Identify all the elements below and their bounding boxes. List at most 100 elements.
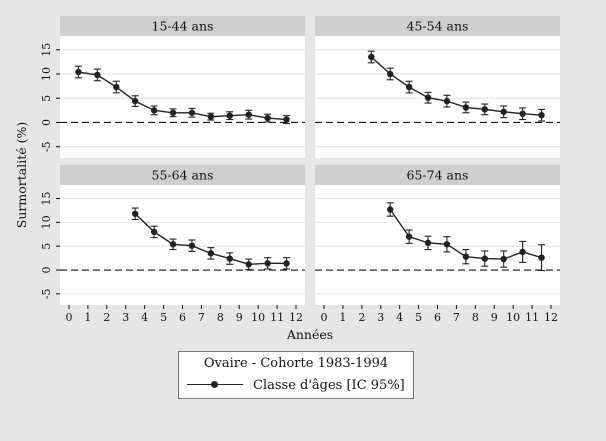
y-tick-label: 0 <box>40 267 53 274</box>
data-point <box>94 71 101 79</box>
panel-title: 55-64 ans <box>152 168 214 183</box>
x-tick-label: 12 <box>544 311 558 324</box>
panel-plot-area <box>60 36 305 158</box>
panel-header <box>60 16 305 36</box>
data-point <box>245 111 252 118</box>
x-tick-label: 9 <box>236 311 243 324</box>
legend-entry: Classe d'âges [IC 95%] <box>187 376 405 394</box>
data-point <box>283 116 290 123</box>
data-point <box>207 250 215 257</box>
x-tick-label: 5 <box>160 311 167 324</box>
data-point <box>424 94 432 101</box>
x-tick-label: 12 <box>289 311 303 324</box>
legend-title: Ovaire - Cohorte 1983-1994 <box>203 356 389 371</box>
y-tick-label: 10 <box>40 215 53 229</box>
legend-label: Classe d'âges [IC 95%] <box>253 377 405 393</box>
panel-title: 65-74 ans <box>407 168 469 183</box>
data-point <box>75 68 82 76</box>
data-point <box>226 255 233 262</box>
panel-header <box>60 165 305 185</box>
x-tick-label: 1 <box>84 311 91 324</box>
data-point <box>424 239 432 247</box>
x-tick-label: 6 <box>434 311 441 324</box>
data-point <box>188 109 196 116</box>
x-tick-label: 11 <box>525 311 539 324</box>
series-line <box>78 71 287 121</box>
x-tick-label: 1 <box>339 311 346 324</box>
panel-title: 15-44 ans <box>152 19 214 34</box>
x-tick-label: 2 <box>358 311 365 324</box>
x-tick-label: 4 <box>141 311 148 324</box>
data-point <box>405 83 413 91</box>
data-point <box>481 106 488 113</box>
x-tick-label: 6 <box>179 311 186 324</box>
data-point <box>207 113 215 120</box>
y-tick-label: 15 <box>40 192 53 206</box>
data-point <box>500 108 507 115</box>
x-tick-label: 2 <box>103 311 110 324</box>
panel-header <box>315 165 560 185</box>
y-tick-label: 5 <box>40 95 53 102</box>
data-point <box>387 70 394 78</box>
data-point <box>264 260 271 267</box>
data-point <box>245 261 252 268</box>
x-tick-label: 7 <box>453 311 460 324</box>
y-tick-label: 15 <box>40 43 53 57</box>
x-tick-label: 3 <box>377 311 384 324</box>
x-tick-label: 8 <box>217 311 224 324</box>
data-point <box>519 248 526 256</box>
data-point <box>283 260 290 267</box>
panel-2: 45-54 ans <box>315 16 560 158</box>
data-point <box>169 109 177 116</box>
y-tick-label: -5 <box>40 288 53 299</box>
data-point <box>481 255 488 262</box>
data-point <box>132 210 139 217</box>
panel-plot-area <box>315 185 560 305</box>
data-point <box>538 254 545 261</box>
data-point <box>368 53 375 61</box>
x-tick-label: 11 <box>270 311 284 324</box>
x-tick-label: 10 <box>251 311 265 324</box>
x-tick-label: 9 <box>491 311 498 324</box>
data-point <box>462 253 470 260</box>
y-tick-label: 0 <box>40 119 53 126</box>
data-point <box>169 241 177 248</box>
x-tick-label: 5 <box>415 311 422 324</box>
x-tick-label: 4 <box>396 311 403 324</box>
legend: Ovaire - Cohorte 1983-1994 Classe d'âges… <box>178 351 414 399</box>
data-point <box>443 97 451 105</box>
legend-line-marker-icon <box>187 379 243 391</box>
panel-title: 45-54 ans <box>407 19 469 34</box>
data-point <box>443 241 451 248</box>
x-tick-label: 10 <box>506 311 520 324</box>
y-tick-label: -5 <box>40 141 53 152</box>
data-point <box>405 233 413 240</box>
data-point <box>519 110 526 117</box>
data-point <box>150 228 158 236</box>
data-point <box>226 112 233 119</box>
data-point <box>264 114 271 122</box>
y-axis-title: Surmortalité (%) <box>14 122 29 228</box>
data-point <box>500 255 507 263</box>
y-tick-label: 5 <box>40 243 53 250</box>
data-point <box>538 111 545 119</box>
x-tick-label: 0 <box>321 311 328 324</box>
panel-header <box>315 16 560 36</box>
data-point <box>462 104 470 111</box>
data-point <box>387 206 394 213</box>
x-tick-label: 7 <box>198 311 205 324</box>
x-tick-label: 0 <box>66 311 73 324</box>
series-line <box>370 56 542 116</box>
panel-1: 15-44 ans -5 0 5 10 15 <box>40 16 305 158</box>
data-point <box>150 107 158 114</box>
x-tick-label: 8 <box>472 311 479 324</box>
panel-plot-area <box>315 36 560 158</box>
data-point <box>132 97 139 105</box>
x-axis-title: Années <box>286 327 333 342</box>
data-point <box>113 83 120 91</box>
x-tick-label: 3 <box>122 311 129 324</box>
y-tick-label: 10 <box>40 67 53 81</box>
data-point <box>188 242 196 249</box>
